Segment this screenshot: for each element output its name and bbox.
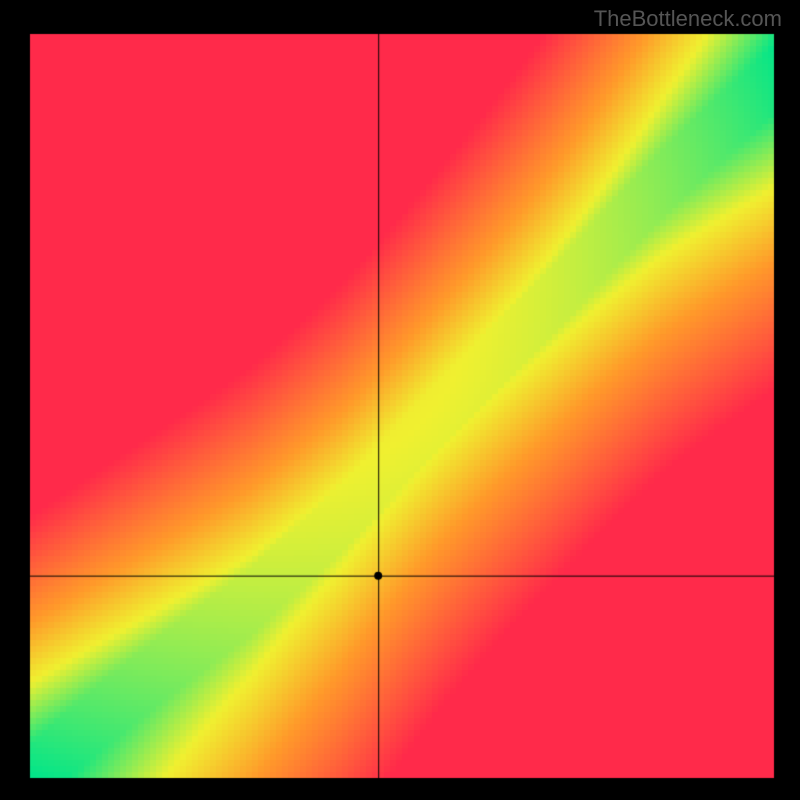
chart-container: TheBottleneck.com xyxy=(0,0,800,800)
bottleneck-heatmap xyxy=(0,0,800,800)
watermark-text: TheBottleneck.com xyxy=(594,6,782,32)
